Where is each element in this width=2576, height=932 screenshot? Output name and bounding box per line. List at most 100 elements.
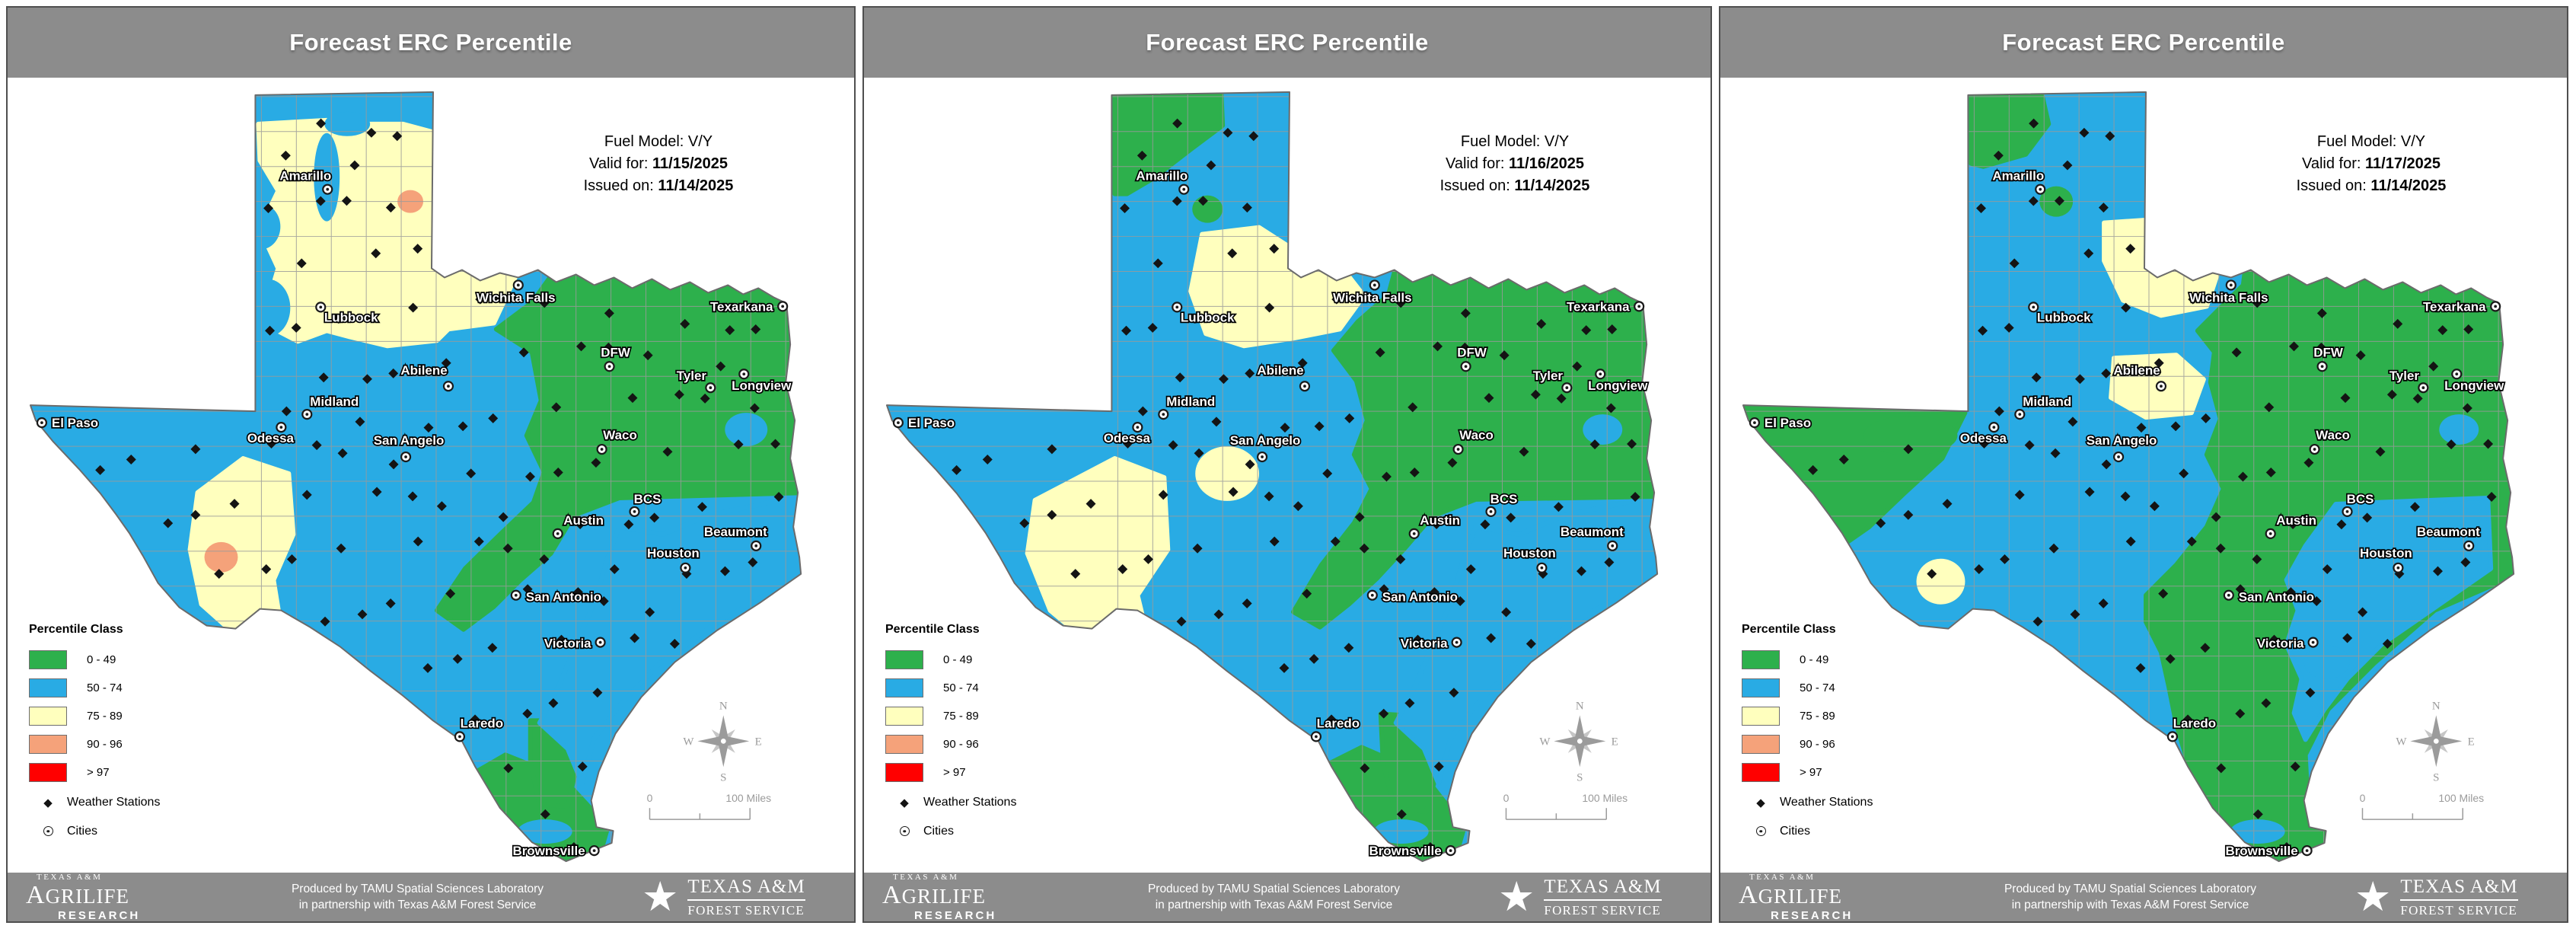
agrilife-line3: RESEARCH xyxy=(58,908,141,922)
city-label: Victoria xyxy=(2257,637,2304,651)
legend-title: Percentile Class xyxy=(29,623,123,636)
weather-station-icon xyxy=(748,557,758,568)
city-marker-dot xyxy=(514,593,518,597)
weather-station-icon xyxy=(952,464,962,475)
weather-station-icon xyxy=(649,512,660,523)
weather-station-icon xyxy=(2201,413,2211,423)
credit-line2: in partnership with Texas A&M Forest Ser… xyxy=(2011,898,2249,911)
compass-letter: N xyxy=(1576,700,1584,712)
city-marker-dot xyxy=(1753,421,1756,425)
weather-station-icon xyxy=(2463,324,2474,334)
city-marker-dot xyxy=(1303,385,1306,388)
star-icon: ★ xyxy=(2354,874,2392,920)
weather-station-icon xyxy=(2004,322,2014,333)
legend-row: > 97 xyxy=(1742,758,1985,787)
weather-station-icon xyxy=(697,502,707,512)
city-marker-dot xyxy=(1565,386,1569,390)
city-label: Austin xyxy=(563,513,604,528)
texas-map: Amarillo Lubbock Wichita Falls Texarkana DFW… xyxy=(1742,91,2515,863)
map-area: Amarillo Lubbock Wichita Falls Texarkana DFW… xyxy=(1720,78,2567,873)
weather-station-icon xyxy=(1047,509,1057,520)
scale-max-label: 100 Miles xyxy=(725,792,771,804)
legend-swatch-orange xyxy=(885,735,923,754)
valid-label: Valid for: xyxy=(2301,155,2361,172)
scale-max-label: 100 Miles xyxy=(2438,792,2484,804)
city-label: BCS xyxy=(2347,492,2374,506)
city-label: Wichita Falls xyxy=(2189,290,2268,305)
weather-station-icon xyxy=(2154,358,2164,369)
agrilife-line2: AGRILIFE xyxy=(1739,880,1843,909)
legend-swatch-red xyxy=(885,763,923,782)
weather-station-icon xyxy=(1245,368,1255,378)
weather-station-icon xyxy=(1344,413,1355,423)
city-label: Victoria xyxy=(544,637,591,651)
legend-label: Cities xyxy=(1780,825,1811,838)
scale-bar: 0 100 Miles xyxy=(2360,792,2484,820)
city-label: San Antonio xyxy=(1382,590,1458,605)
weather-station-icon xyxy=(1576,566,1586,576)
weather-station-icon xyxy=(475,294,486,305)
city-label: El Paso xyxy=(908,416,955,430)
legend-row: 75 - 89 xyxy=(29,702,273,730)
weather-station-icon xyxy=(1553,502,1564,512)
weather-station-icon xyxy=(2070,609,2080,620)
weather-station-icon xyxy=(2316,342,2326,353)
weather-station-icon xyxy=(630,633,640,643)
forecast-panel: Forecast ERC Percentile Amarillo Lubbock W… xyxy=(862,6,1712,923)
credit-line1: Produced by TAMU Spatial Sciences Labora… xyxy=(291,883,544,895)
city-label: Wichita Falls xyxy=(477,290,555,305)
city-label: Laredo xyxy=(461,716,504,730)
legend-row: 90 - 96 xyxy=(885,730,1129,758)
star-icon: ★ xyxy=(642,874,679,920)
forest-service-logo: ★ TEXAS A&M FOREST SERVICE xyxy=(1498,876,1692,918)
weather-station-icon xyxy=(1227,248,1238,259)
agrilife-logo: TEXAS A&M AGRILIFE RESEARCH xyxy=(1739,873,1906,921)
panel-footer: TEXAS A&M AGRILIFE RESEARCH Produced by … xyxy=(8,873,854,921)
legend-swatch-cream xyxy=(29,707,67,726)
city-marker-dot xyxy=(1449,849,1452,853)
city-marker-dot xyxy=(1611,544,1615,547)
city-marker-dot xyxy=(1315,735,1318,739)
credit-text: Produced by TAMU Spatial Sciences Labora… xyxy=(1906,881,2354,913)
map-legend: Percentile Class 0 - 49 50 - 74 75 - 89 … xyxy=(885,623,1129,844)
legend-title: Percentile Class xyxy=(885,623,980,636)
weather-station-icon xyxy=(2121,302,2131,313)
city-label: DFW xyxy=(601,345,630,359)
city-marker-dot xyxy=(2320,365,2324,369)
valid-date: 11/17/2025 xyxy=(2365,155,2441,172)
scale-zero-label: 0 xyxy=(2360,792,2366,804)
issued-date-text: Issued on: 11/14/2025 xyxy=(2297,175,2447,197)
weather-station-icon xyxy=(1876,518,1886,528)
weather-station-icon xyxy=(1197,196,1208,206)
legend-swatch-cream xyxy=(885,707,923,726)
map-area: Amarillo Lubbock Wichita Falls Texarkana DFW… xyxy=(8,78,854,873)
city-label: Texarkana xyxy=(2423,299,2486,314)
city-label: San Angelo xyxy=(2087,433,2157,448)
issued-date-text: Issued on: 11/14/2025 xyxy=(584,175,734,197)
city-label: Longview xyxy=(732,378,792,393)
city-marker-dot xyxy=(607,365,611,369)
weather-station-icon xyxy=(1379,708,1389,719)
weather-station-icon xyxy=(1506,512,1516,523)
weather-station-icon xyxy=(2031,372,2042,383)
state-border xyxy=(1742,91,2515,863)
city-label: Abilene xyxy=(2113,363,2160,378)
city-marker-dot xyxy=(1599,372,1602,376)
city-marker-dot xyxy=(2313,448,2316,451)
city-marker-dot xyxy=(305,413,309,417)
forecast-panel: Forecast ERC Percentile Amarillo Lubbock W… xyxy=(1719,6,2568,923)
city-marker-dot xyxy=(1489,510,1493,513)
agrilife-line1: TEXAS A&M xyxy=(37,872,103,882)
city-label: Houston xyxy=(2360,546,2412,560)
city-label: Wichita Falls xyxy=(1333,290,1411,305)
weather-station-icon xyxy=(2486,492,2497,503)
weather-station-icon xyxy=(362,374,372,385)
legend-label: Cities xyxy=(67,825,98,838)
city-marker-dot xyxy=(516,283,520,287)
legend-row: 75 - 89 xyxy=(1742,702,1985,730)
issued-label: Issued on: xyxy=(583,177,654,194)
weather-station-icon xyxy=(1486,633,1497,643)
weather-station-icon xyxy=(2252,298,2262,308)
weather-station-icon xyxy=(301,490,312,500)
weather-station-icon xyxy=(1903,509,1914,520)
